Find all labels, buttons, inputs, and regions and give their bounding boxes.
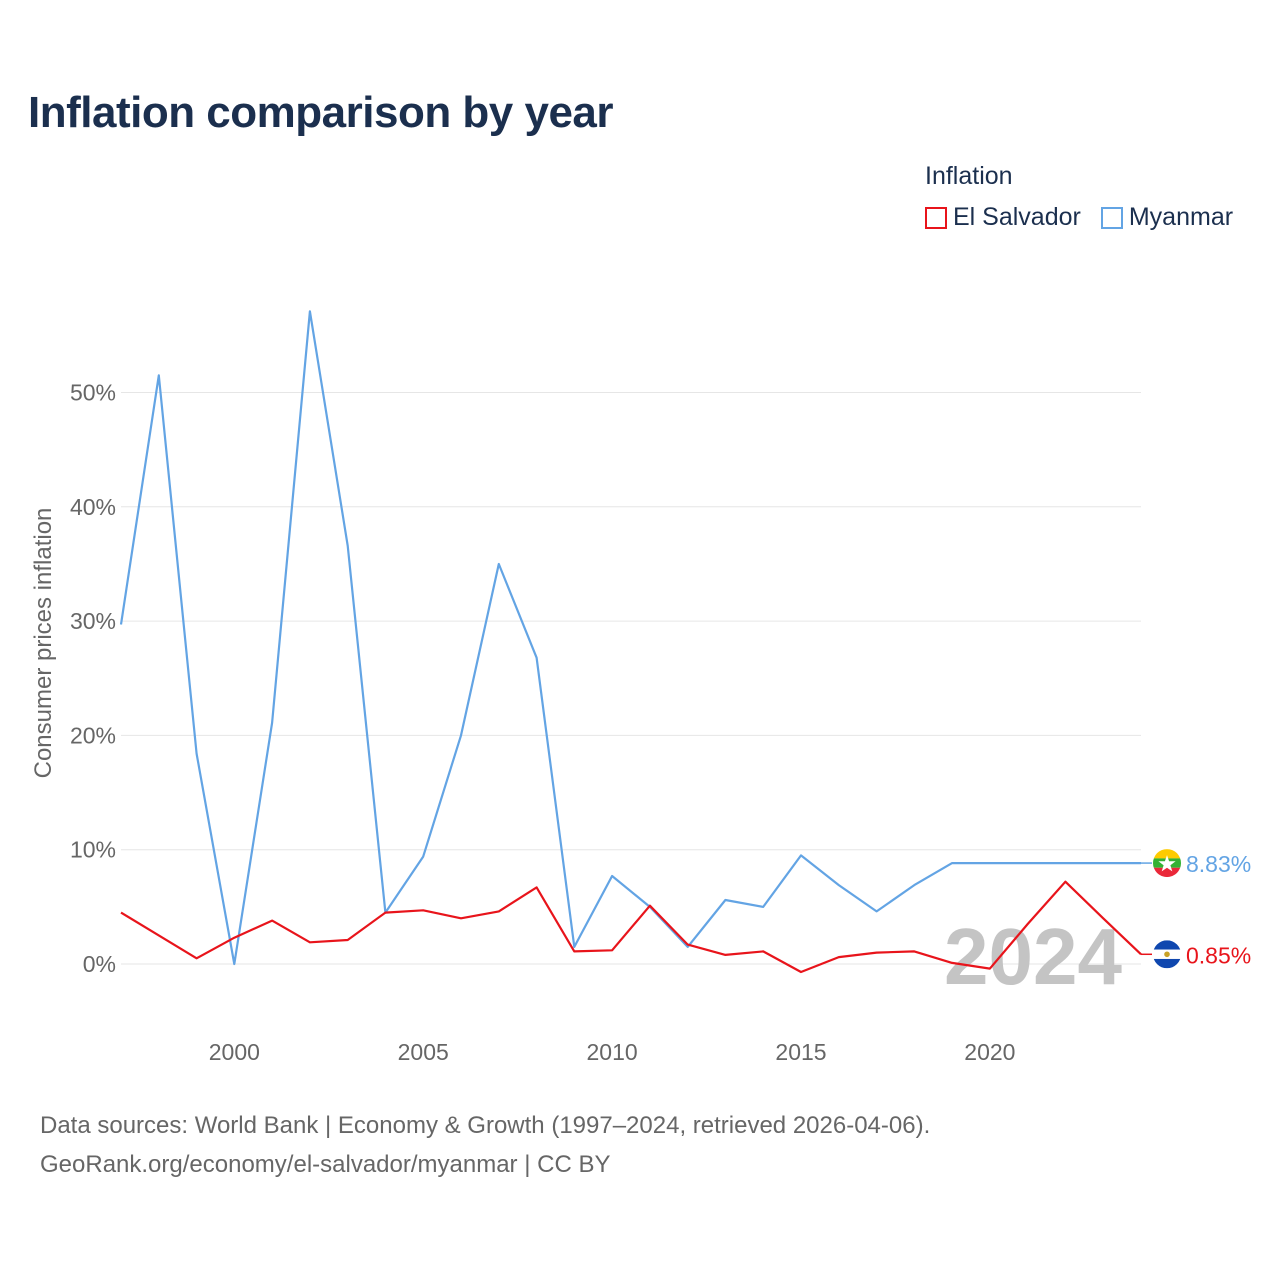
y-tick-label: 50% [70,380,116,406]
series-line-myanmar[interactable] [119,310,1141,966]
myanmar-flag-icon [1153,849,1181,878]
source-link[interactable]: GeoRank.org/economy/el-salvador/myanmar … [40,1151,611,1178]
y-tick-label: 30% [70,608,116,634]
end-value-label-el-salvador: 0.85% [1186,942,1251,968]
year-watermark: 2024 [944,912,1122,1001]
legend-swatch-myanmar [1100,206,1123,229]
legend-item-myanmar[interactable]: Myanmar [1100,203,1234,232]
y-axis-ticks: 0% 10% 20% 30% 40% 50% [70,380,116,978]
x-axis-ticks: 2000 2005 2010 2015 2020 [209,1039,1016,1065]
series-lines [119,310,1142,974]
y-tick-label: 40% [70,494,116,520]
y-tick-label: 20% [70,722,116,748]
x-tick-label: 2020 [964,1039,1015,1065]
x-tick-label: 2010 [587,1039,638,1065]
el-salvador-flag-icon [1153,940,1181,969]
y-axis-label: Consumer prices inflation [30,508,57,779]
y-tick-label: 0% [83,951,116,977]
source-line-1: Data sources: World Bank | Economy & Gro… [40,1112,931,1139]
gridlines [121,392,1141,965]
legend-swatch-el-salvador [925,206,947,229]
legend: Inflation El Salvador Myanmar [925,162,1233,232]
series-line-el-salvador[interactable] [120,880,1142,974]
data-source-note: Data sources: World Bank | Economy & Gro… [40,1106,930,1184]
legend-label-myanmar: Myanmar [1128,203,1234,231]
x-tick-label: 2000 [209,1039,260,1065]
x-tick-label: 2005 [398,1039,449,1065]
y-tick-label: 10% [70,837,116,863]
chart-title: Inflation comparison by year [28,88,614,137]
legend-label-el-salvador: El Salvador [953,203,1081,231]
legend-title: Inflation [925,162,1013,190]
series-end-labels: 8.83% 0.85% [1141,849,1251,969]
x-tick-label: 2015 [775,1039,826,1065]
end-value-label-myanmar: 8.83% [1186,851,1251,877]
legend-item-el-salvador[interactable]: El Salvador [925,203,1081,232]
